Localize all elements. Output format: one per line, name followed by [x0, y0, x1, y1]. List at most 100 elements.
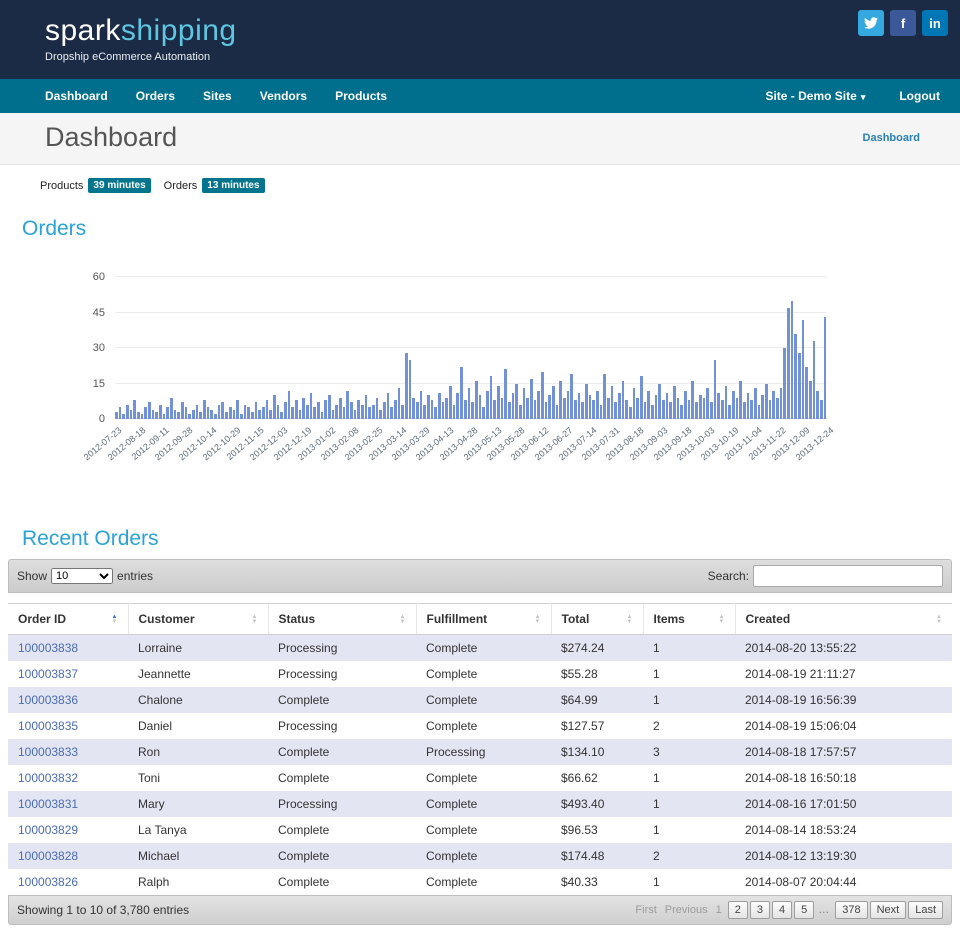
chart-bar	[816, 390, 819, 419]
pagination-page-current[interactable]: 1	[715, 904, 722, 916]
created-cell: 2014-08-19 21:11:27	[745, 667, 856, 681]
site-selector[interactable]: Site - Demo Site ▾	[765, 89, 865, 103]
order-id-link[interactable]: 100003838	[18, 641, 79, 655]
chart-bar	[342, 407, 346, 419]
chart-bar	[320, 411, 324, 419]
fulfillment-cell: Complete	[426, 823, 478, 837]
search-area: Search:	[708, 565, 943, 587]
created-cell: 2014-08-19 16:56:39	[745, 693, 857, 707]
order-id-link[interactable]: 100003831	[18, 797, 79, 811]
chart-bar	[485, 390, 489, 419]
order-id-link[interactable]: 100003832	[18, 771, 79, 785]
table-row: 100003828 Michael Complete Complete $174…	[8, 843, 952, 869]
chart-bar	[287, 390, 291, 419]
fulfillment-cell: Complete	[426, 693, 478, 707]
created-cell: 2014-08-16 17:01:50	[745, 797, 857, 811]
table-controls: Show 10 entries Search:	[8, 559, 952, 593]
column-header-total[interactable]: Total ▲ ▼	[551, 603, 644, 635]
chart-bar	[276, 404, 280, 419]
sync-status: Products 39 minutes Orders 13 minutes	[40, 178, 960, 193]
nav-vendors[interactable]: Vendors	[259, 89, 308, 103]
column-header-items[interactable]: Items ▲ ▼	[643, 603, 736, 635]
pagination-page[interactable]: 3	[749, 901, 770, 919]
order-id-link[interactable]: 100003828	[18, 849, 79, 863]
chart-bar	[603, 374, 607, 419]
pagination-page[interactable]: 4	[771, 901, 793, 919]
order-id-cell: 100003836	[8, 687, 128, 713]
chart-bar	[621, 381, 625, 419]
order-id-cell: 100003828	[8, 843, 128, 869]
order-id-link[interactable]: 100003833	[18, 745, 79, 759]
column-header-created[interactable]: Created ▲ ▼	[735, 603, 952, 635]
chart-bar	[232, 409, 236, 419]
twitter-icon[interactable]	[858, 10, 884, 36]
column-label: Customer	[138, 612, 195, 626]
chevron-down-icon: ▾	[860, 92, 866, 102]
pagination-page[interactable]: 5	[794, 901, 815, 919]
chart-bar	[151, 409, 155, 419]
search-input[interactable]	[753, 565, 943, 587]
facebook-icon[interactable]: f	[890, 10, 916, 36]
pagination-last-page[interactable]: 378	[835, 901, 868, 919]
total-cell: $55.28	[561, 667, 598, 681]
pagination-next[interactable]: Next	[869, 901, 907, 919]
orders-section-heading: Orders	[22, 217, 87, 240]
created-cell: 2014-08-12 13:19:30	[745, 849, 857, 863]
chart-bar	[636, 397, 640, 419]
chart-bar	[823, 317, 827, 419]
chart-bar	[577, 392, 581, 419]
total-cell: $40.33	[561, 875, 598, 889]
fulfillment-cell: Complete	[426, 875, 478, 889]
chart-bar	[460, 366, 463, 419]
chart-bar	[140, 414, 144, 419]
nav-dashboard[interactable]: Dashboard	[45, 89, 108, 103]
linkedin-icon[interactable]: in	[922, 10, 948, 36]
nav-orders[interactable]: Orders	[135, 89, 176, 103]
table-row: 100003826 Ralph Complete Complete $40.33…	[8, 869, 952, 895]
order-id-link[interactable]: 100003826	[18, 875, 79, 889]
order-id-cell: 100003835	[8, 713, 128, 739]
chart-bar	[445, 397, 449, 419]
status-cell: Complete	[278, 693, 330, 707]
chart-bar	[610, 385, 614, 419]
pagination-last[interactable]: Last	[908, 901, 943, 919]
entries-select[interactable]: 10	[51, 568, 114, 584]
column-header-customer[interactable]: Customer ▲ ▼	[128, 603, 269, 635]
chart-bar	[188, 414, 192, 419]
order-id-link[interactable]: 100003835	[18, 719, 79, 733]
pagination-page[interactable]: 2	[727, 901, 748, 919]
chart-bar	[126, 404, 129, 419]
order-id-link[interactable]: 100003829	[18, 823, 79, 837]
chart-bar	[313, 407, 316, 419]
nav-products[interactable]: Products	[335, 89, 388, 103]
status-cell: Complete	[278, 823, 330, 837]
chart-bar	[258, 409, 261, 419]
chart-bar	[757, 404, 761, 419]
chart-bar	[742, 402, 746, 419]
table-row: 100003838 Lorraine Processing Complete $…	[8, 634, 952, 661]
chart-bar	[214, 414, 217, 419]
order-id-link[interactable]: 100003836	[18, 693, 79, 707]
pagination-previous[interactable]: Previous	[664, 904, 708, 916]
chart-bar	[805, 366, 808, 419]
logout-link[interactable]: Logout	[899, 89, 940, 103]
chart-bar	[324, 400, 327, 419]
status-cell: Complete	[278, 771, 330, 785]
recent-orders-heading: Recent Orders	[22, 527, 159, 550]
chart-bar	[654, 395, 658, 419]
customer-cell: La Tanya	[138, 823, 187, 837]
column-header-fulfillment[interactable]: Fulfillment ▲ ▼	[416, 603, 552, 635]
chart-bar	[427, 395, 430, 419]
pagination-first[interactable]: First	[635, 904, 657, 916]
chart-bar	[375, 397, 379, 419]
chart-bar	[504, 369, 507, 419]
chart-bar	[537, 390, 540, 419]
column-header-order-id[interactable]: Order ID ▲ ▼	[8, 603, 129, 635]
chart-bar	[783, 348, 786, 419]
nav-sites[interactable]: Sites	[203, 89, 232, 103]
chart-bar	[236, 400, 239, 419]
order-id-link[interactable]: 100003837	[18, 667, 79, 681]
chart-y-tick: 60	[92, 271, 105, 283]
breadcrumb[interactable]: Dashboard	[862, 131, 920, 144]
column-header-status[interactable]: Status ▲ ▼	[268, 603, 417, 635]
